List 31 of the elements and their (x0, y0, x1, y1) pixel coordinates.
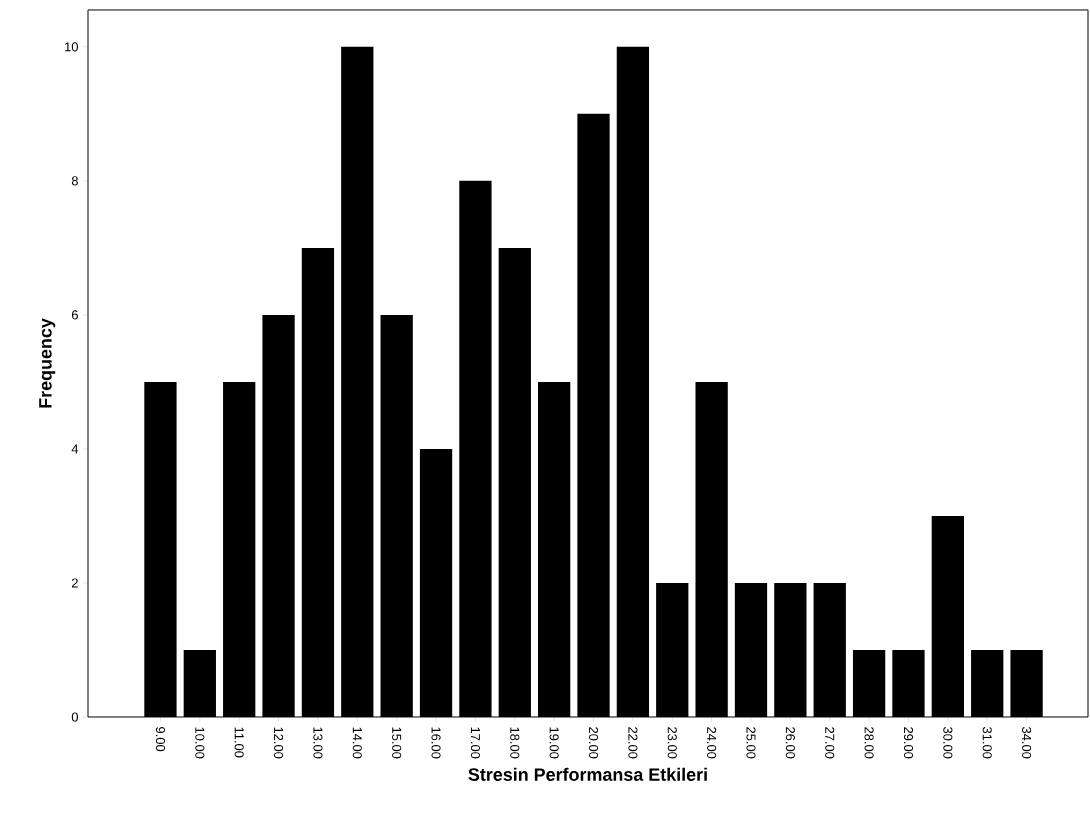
x-tick-label: 18.00 (510, 727, 520, 759)
y-tick-label: 6 (71, 310, 78, 320)
y-tick-label: 8 (71, 176, 78, 186)
x-tick-label: 30.00 (943, 727, 953, 759)
y-tick-label: 4 (71, 444, 79, 454)
x-tick-label: 12.00 (273, 727, 284, 759)
x-tick-label: 15.00 (392, 727, 402, 759)
x-tick-label: 14.00 (352, 727, 362, 759)
x-tick-label: 19.00 (549, 727, 559, 759)
x-tick-label: 13.00 (313, 727, 323, 759)
x-tick-label: 16.00 (431, 727, 441, 759)
x-tick-label: 28.00 (864, 727, 874, 759)
x-tick-label: 10.00 (195, 727, 205, 759)
x-tick-label: 26.00 (785, 727, 795, 759)
x-tick-label: 24.00 (707, 727, 717, 759)
x-tick-label: 20.00 (588, 727, 599, 759)
x-tick-label: 17.00 (470, 727, 480, 759)
y-tick-label: 0 (71, 712, 78, 722)
x-tick-label: 22.00 (628, 727, 638, 759)
x-tick-label: 34.00 (1022, 727, 1032, 759)
x-tick-label: 9.00 (155, 727, 166, 752)
y-tick-label: 10 (65, 42, 78, 52)
y-tick-label: 2 (71, 578, 78, 588)
x-tick-label: 29.00 (903, 727, 914, 759)
x-tick-label: 31.00 (982, 727, 992, 759)
x-tick-label: 11.00 (234, 727, 244, 758)
x-tick-label: 25.00 (746, 727, 756, 759)
x-tick-label: 27.00 (825, 727, 835, 759)
x-tick-label: 23.00 (667, 727, 677, 759)
y-axis-title: Frequency (39, 318, 56, 408)
x-axis-title: Stresin Performansa Etkileri (468, 767, 707, 781)
